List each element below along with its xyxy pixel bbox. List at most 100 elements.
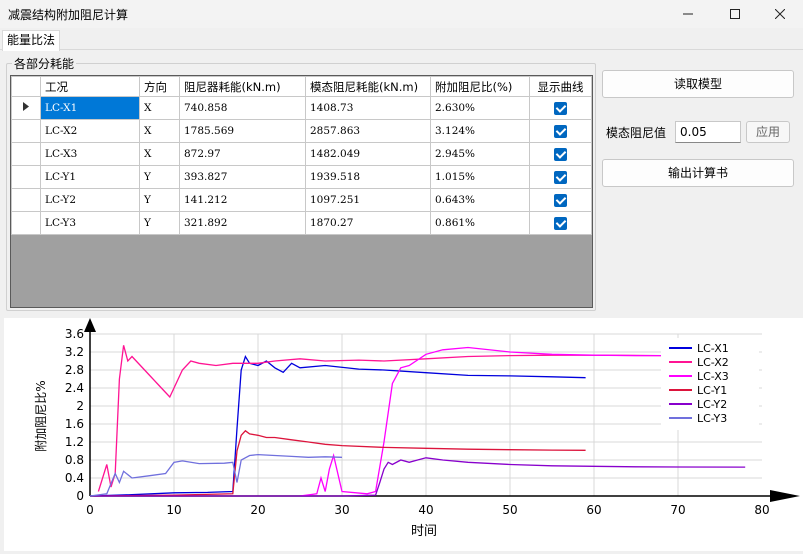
tab-bar: 能量比法 <box>0 28 803 51</box>
apply-button[interactable]: 应用 <box>746 121 790 143</box>
cell-show-curve[interactable] <box>529 142 592 166</box>
legend-label: LC-X2 <box>697 356 729 369</box>
cell-case[interactable]: LC-X1 <box>40 96 140 120</box>
series-line-lc-x2 <box>97 345 662 492</box>
cell-direction[interactable]: Y <box>139 211 180 235</box>
legend-label: LC-Y3 <box>697 412 727 425</box>
cell-damping-ratio[interactable]: 1.015% <box>430 165 530 189</box>
cell-show-curve[interactable] <box>529 165 592 189</box>
cell-direction[interactable]: Y <box>139 165 180 189</box>
damping-ratio-chart: 0 0.4 0.8 1.2 1.6 2 2.4 2.8 3.2 3.6 0 10 20 30 40 50 60… <box>4 318 803 551</box>
table-row[interactable]: LC-Y3 Y 321.892 1870.27 0.861% <box>11 211 592 235</box>
col-header-direction[interactable]: 方向 <box>139 76 180 97</box>
cell-modal-energy[interactable]: 1482.049 <box>305 142 431 166</box>
series-line-lc-x3 <box>299 346 746 497</box>
cell-damping-ratio[interactable]: 0.643% <box>430 188 530 212</box>
chart-gridlines <box>90 333 762 496</box>
cell-modal-energy[interactable]: 1939.518 <box>305 165 431 189</box>
cell-show-curve[interactable] <box>529 119 592 143</box>
legend-box <box>661 338 759 430</box>
close-icon <box>775 9 785 19</box>
maximize-button[interactable] <box>712 0 758 28</box>
row-header[interactable] <box>11 165 41 189</box>
y-tick-labels: 0 0.4 0.8 1.2 1.6 2 2.4 2.8 3.2 3.6 <box>65 327 84 503</box>
minimize-icon <box>683 13 693 15</box>
cell-direction[interactable]: X <box>139 119 180 143</box>
energy-data-grid[interactable]: 工况 方向 阻尼器耗能(kN.m) 模态阻尼耗能(kN.m) 附加阻尼比(%) … <box>10 75 593 308</box>
cell-show-curve[interactable] <box>529 188 592 212</box>
cell-damping-ratio[interactable]: 0.861% <box>430 211 530 235</box>
cell-show-curve[interactable] <box>529 211 592 235</box>
table-row[interactable]: LC-X2 X 1785.569 2857.863 3.124% <box>11 119 592 143</box>
cell-damping-ratio[interactable]: 2.945% <box>430 142 530 166</box>
tab-energy-ratio[interactable]: 能量比法 <box>2 30 61 51</box>
export-report-button[interactable]: 输出计算书 <box>602 159 794 187</box>
col-header-damping-ratio[interactable]: 附加阻尼比(%) <box>430 76 530 97</box>
show-curve-checkbox[interactable] <box>554 193 567 207</box>
y-tick-label: 2 <box>76 399 84 413</box>
cell-modal-energy[interactable]: 1408.73 <box>305 96 431 120</box>
energy-group-box <box>6 63 596 311</box>
y-tick-label: 0.8 <box>65 453 84 467</box>
legend-label: LC-Y1 <box>697 384 727 397</box>
cell-damping-ratio[interactable]: 3.124% <box>430 119 530 143</box>
x-tick-label: 70 <box>670 503 685 517</box>
cell-modal-energy[interactable]: 2857.863 <box>305 119 431 143</box>
x-axis-label: 时间 <box>411 524 437 539</box>
cell-case[interactable]: LC-Y1 <box>40 165 140 189</box>
cell-show-curve[interactable] <box>529 96 592 120</box>
table-row[interactable]: LC-Y2 Y 141.212 1097.251 0.643% <box>11 188 592 212</box>
cell-case[interactable]: LC-X2 <box>40 119 140 143</box>
x-tick-label: 80 <box>754 503 769 517</box>
row-header[interactable] <box>11 119 41 143</box>
col-header-modal-energy[interactable]: 模态阻尼耗能(kN.m) <box>305 76 431 97</box>
x-tick-label: 0 <box>86 503 94 517</box>
x-tick-labels: 0 10 20 30 40 50 60 70 80 <box>86 503 769 517</box>
x-tick-label: 30 <box>334 503 349 517</box>
row-header[interactable] <box>11 142 41 166</box>
cell-modal-energy[interactable]: 1870.27 <box>305 211 431 235</box>
read-model-button[interactable]: 读取模型 <box>602 70 794 98</box>
cell-case[interactable]: LC-Y3 <box>40 211 140 235</box>
cell-damper-energy[interactable]: 1785.569 <box>179 119 306 143</box>
cell-modal-energy[interactable]: 1097.251 <box>305 188 431 212</box>
x-tick-label: 10 <box>166 503 181 517</box>
table-row[interactable]: LC-Y1 Y 393.827 1939.518 1.015% <box>11 165 592 189</box>
col-header-damper-energy[interactable]: 阻尼器耗能(kN.m) <box>179 76 306 97</box>
row-header[interactable] <box>11 188 41 212</box>
y-tick-label: 1.2 <box>65 435 84 449</box>
modal-damping-label: 模态阻尼值 <box>606 126 667 140</box>
cell-direction[interactable]: X <box>139 142 180 166</box>
show-curve-checkbox[interactable] <box>554 101 567 115</box>
y-tick-label: 3.2 <box>65 345 84 359</box>
cell-damper-energy[interactable]: 393.827 <box>179 165 306 189</box>
cell-damper-energy[interactable]: 872.97 <box>179 142 306 166</box>
cell-case[interactable]: LC-X3 <box>40 142 140 166</box>
col-header-show-curve[interactable]: 显示曲线 <box>529 76 592 97</box>
legend-label: LC-Y2 <box>697 398 727 411</box>
cell-direction[interactable]: Y <box>139 188 180 212</box>
x-tick-label: 50 <box>502 503 517 517</box>
cell-damper-energy[interactable]: 740.858 <box>179 96 306 120</box>
show-curve-checkbox[interactable] <box>554 124 567 138</box>
x-tick-label: 40 <box>418 503 433 517</box>
cell-case[interactable]: LC-Y2 <box>40 188 140 212</box>
row-header[interactable] <box>11 96 41 120</box>
y-tick-label: 0 <box>76 489 84 503</box>
close-button[interactable] <box>757 0 803 28</box>
minimize-button[interactable] <box>665 0 711 28</box>
modal-damping-input[interactable]: 0.05 <box>675 121 741 143</box>
col-header-case[interactable]: 工况 <box>40 76 140 97</box>
table-row[interactable]: LC-X3 X 872.97 1482.049 2.945% <box>11 142 592 166</box>
cell-damper-energy[interactable]: 321.892 <box>179 211 306 235</box>
cell-direction[interactable]: X <box>139 96 180 120</box>
cell-damping-ratio[interactable]: 2.630% <box>430 96 530 120</box>
x-axis-arrow-icon <box>770 490 800 502</box>
cell-damper-energy[interactable]: 141.212 <box>179 188 306 212</box>
row-header[interactable] <box>11 211 41 235</box>
table-row[interactable]: LC-X1 X 740.858 1408.73 2.630% <box>11 96 592 120</box>
show-curve-checkbox[interactable] <box>554 216 567 230</box>
show-curve-checkbox[interactable] <box>554 170 567 184</box>
show-curve-checkbox[interactable] <box>554 147 567 161</box>
